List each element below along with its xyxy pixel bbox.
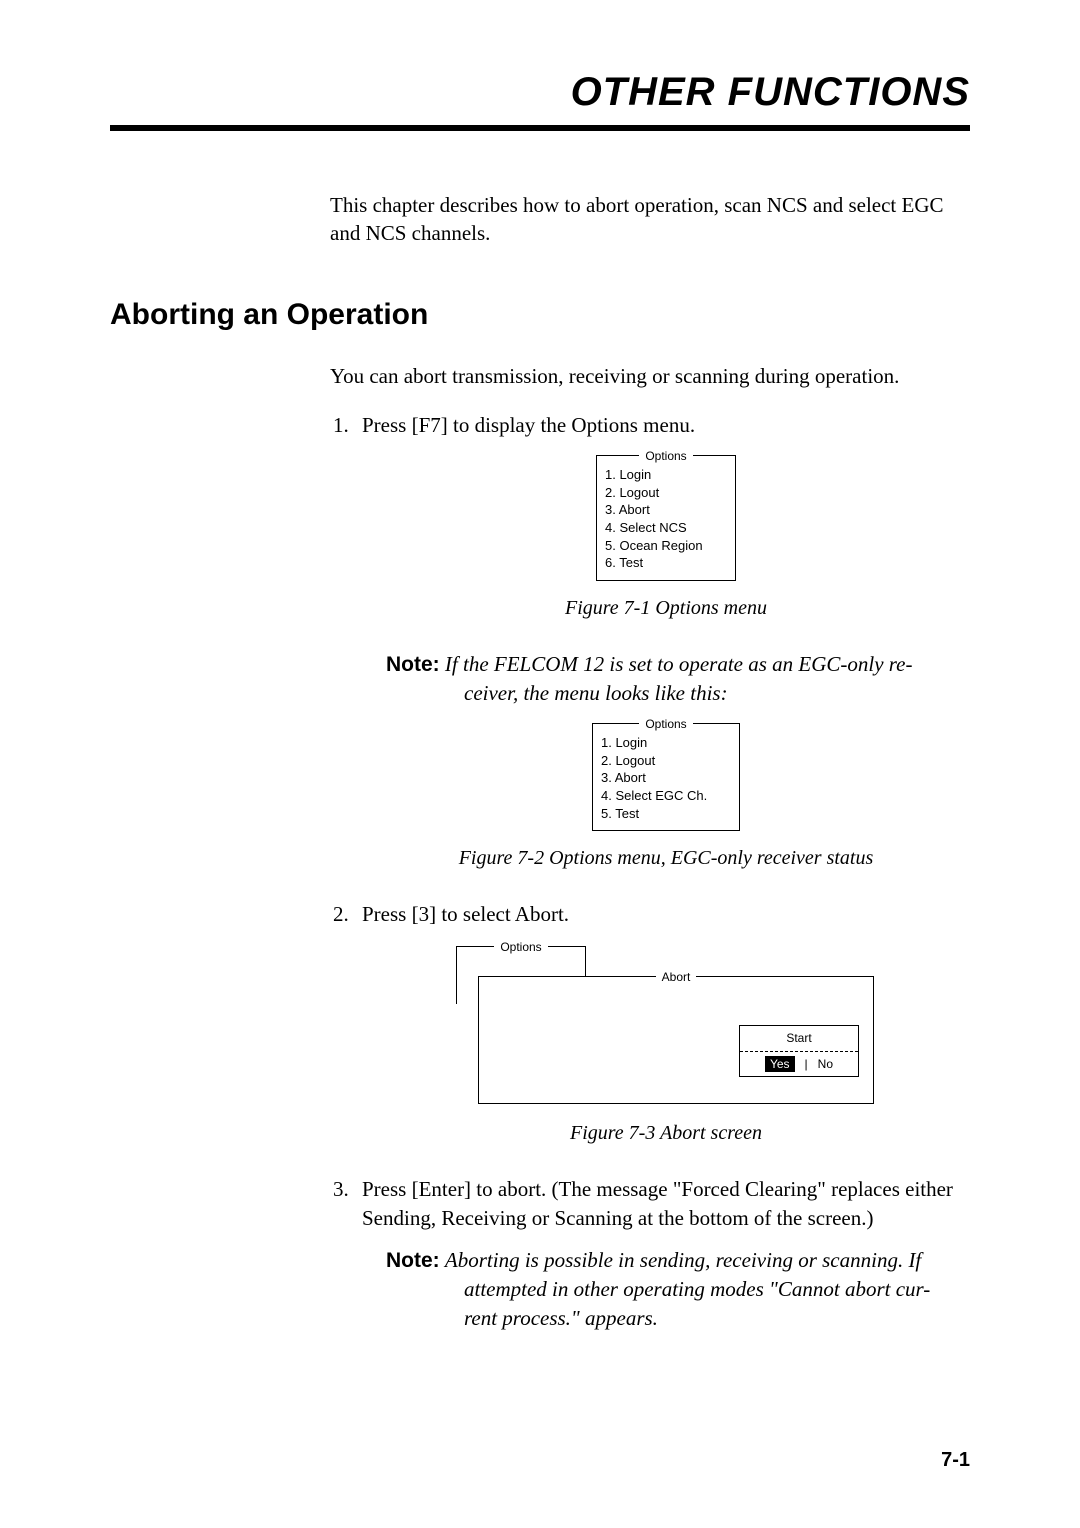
step-3: Press [Enter] to abort. (The message "Fo… [354, 1175, 970, 1332]
note-1-line1: If the FELCOM 12 is set to operate as an… [445, 652, 913, 676]
step-1-text: Press [F7] to display the Options menu. [362, 413, 695, 437]
options-menu-legend: Options [639, 449, 692, 463]
note-2-line1: Aborting is possible in sending, receivi… [445, 1248, 921, 1272]
options-menu-figure-1: Options 1. Login 2. Logout 3. Abort 4. S… [596, 455, 736, 580]
intro-paragraph: This chapter describes how to abort oper… [330, 191, 970, 248]
menu-item: 1. Login [605, 466, 727, 484]
yes-option[interactable]: Yes [765, 1056, 795, 1072]
step-2-text: Press [3] to select Abort. [362, 902, 569, 926]
yes-no-row: Yes | No [740, 1052, 858, 1076]
no-option[interactable]: No [818, 1056, 833, 1072]
note-1: Note: If the FELCOM 12 is set to operate… [386, 650, 970, 708]
separator-bar: | [805, 1056, 808, 1072]
menu-item: 5. Ocean Region [605, 537, 727, 555]
figure-caption-1: Figure 7-1 Options menu [362, 595, 970, 622]
options-menu-legend: Options [639, 717, 692, 731]
note-2: Note: Aborting is possible in sending, r… [386, 1246, 970, 1332]
section-heading: Aborting an Operation [110, 298, 970, 332]
menu-item: 2. Logout [605, 484, 727, 502]
menu-item: 1. Login [601, 734, 731, 752]
start-dialog: Start Yes | No [739, 1025, 859, 1076]
figure-caption-3: Figure 7-3 Abort screen [362, 1120, 970, 1147]
page-number: 7-1 [941, 1449, 970, 1472]
menu-item: 3. Abort [605, 501, 727, 519]
steps-list: Press [F7] to display the Options menu. … [330, 411, 970, 1332]
title-rule [110, 125, 970, 131]
start-label: Start [740, 1026, 858, 1050]
menu-item: 2. Logout [601, 752, 731, 770]
menu-item: 5. Test [601, 805, 731, 823]
chapter-title: OTHER FUNCTIONS [110, 70, 970, 115]
note-label: Note: [386, 1249, 440, 1272]
options-menu-figure-2: Options 1. Login 2. Logout 3. Abort 4. S… [592, 723, 740, 831]
step-3-text: Press [Enter] to abort. (The message "Fo… [362, 1177, 953, 1229]
abort-box: Abort Start Yes | No [478, 976, 874, 1104]
options-legend: Options [494, 940, 547, 954]
step-2: Press [3] to select Abort. Options Abort… [354, 900, 970, 1147]
menu-item: 4. Select NCS [605, 519, 727, 537]
aborting-intro: You can abort transmission, receiving or… [330, 362, 970, 390]
menu-item: 3. Abort [601, 769, 731, 787]
menu-item: 6. Test [605, 554, 727, 572]
figure-caption-2: Figure 7-2 Options menu, EGC-only receiv… [362, 845, 970, 872]
step-1: Press [F7] to display the Options menu. … [354, 411, 970, 872]
menu-item: 4. Select EGC Ch. [601, 787, 731, 805]
abort-legend: Abort [656, 970, 697, 984]
note-1-line2: ceiver, the menu looks like this: [464, 679, 970, 707]
note-2-line2: attempted in other operating modes "Cann… [464, 1275, 970, 1303]
abort-screen-figure: Options Abort Start Yes | No [456, 946, 876, 1106]
note-2-line3: rent process." appears. [464, 1304, 970, 1332]
note-label: Note: [386, 653, 440, 676]
